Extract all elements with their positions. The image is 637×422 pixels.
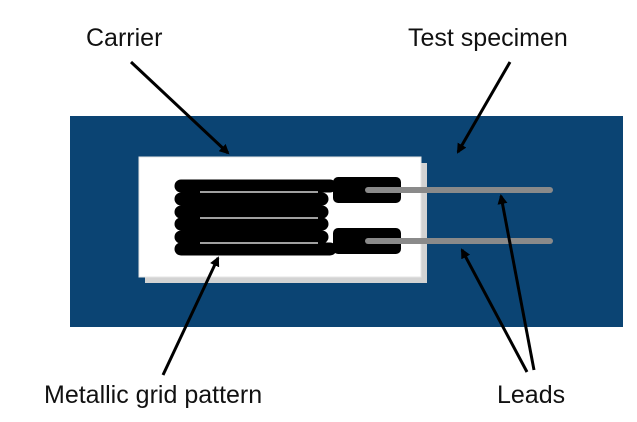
label-test-specimen: Test specimen bbox=[408, 24, 568, 52]
label-carrier: Carrier bbox=[86, 24, 163, 52]
arrow-test-specimen bbox=[456, 61, 512, 154]
metallic-grid-pattern bbox=[174, 177, 401, 256]
arrow-metallic-grid bbox=[161, 256, 220, 376]
arrow-leads-to-top bbox=[497, 194, 536, 371]
arrow-carrier bbox=[129, 60, 230, 155]
label-leads: Leads bbox=[497, 381, 566, 409]
label-metallic-grid-pattern: Metallic grid pattern bbox=[44, 381, 263, 409]
arrow-leads-to-bottom bbox=[460, 248, 529, 373]
